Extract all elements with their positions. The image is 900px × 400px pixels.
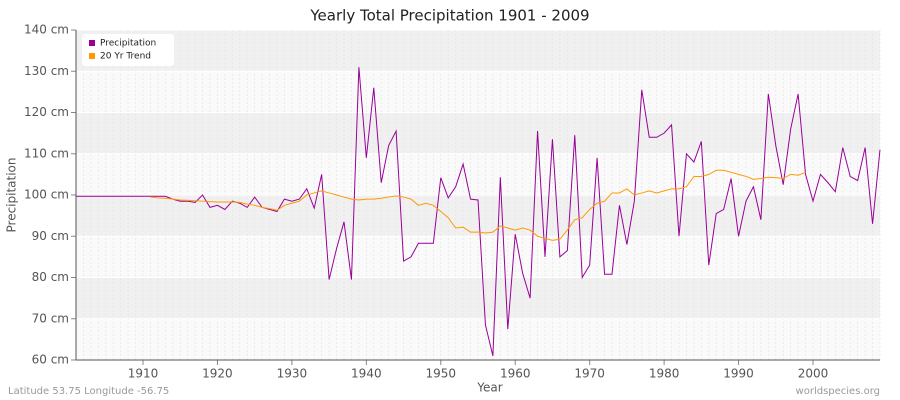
x-tick-label: 1940 — [351, 367, 382, 381]
y-tick-label: 60 cm — [32, 353, 69, 367]
y-tick-label: 140 cm — [24, 23, 69, 37]
data-line — [76, 67, 881, 356]
y-tick-label: 130 cm — [24, 64, 69, 78]
y-tick-label: 90 cm — [32, 229, 69, 243]
x-tick-label: 1990 — [723, 367, 754, 381]
footer-right: worldspecies.org — [796, 386, 880, 397]
y-axis-label: Precipitation — [5, 157, 19, 232]
x-tick-label: 1960 — [500, 367, 531, 381]
legend-box — [82, 34, 174, 66]
x-tick-label: 1910 — [128, 367, 159, 381]
legend-swatch — [89, 53, 95, 59]
x-tick-label: 1950 — [426, 367, 457, 381]
legend-swatch — [89, 40, 95, 46]
legend-label: Precipitation — [100, 39, 156, 49]
y-tick-label: 110 cm — [24, 146, 69, 160]
data-line — [150, 169, 806, 241]
x-tick-label: 1930 — [277, 367, 308, 381]
y-tick-label: 70 cm — [32, 311, 69, 325]
chart-title: Yearly Total Precipitation 1901 - 2009 — [309, 7, 589, 25]
y-tick-label: 100 cm — [24, 188, 69, 202]
x-axis-label: Year — [476, 381, 502, 395]
x-tick-label: 2000 — [798, 367, 829, 381]
legend-label: 20 Yr Trend — [100, 52, 151, 62]
y-tick-label: 120 cm — [24, 105, 69, 119]
y-tick-label: 80 cm — [32, 270, 69, 284]
x-tick-label: 1980 — [649, 367, 680, 381]
x-tick-label: 1970 — [574, 367, 605, 381]
x-tick-label: 1920 — [202, 367, 233, 381]
footer-left: Latitude 53.75 Longitude -56.75 — [8, 386, 169, 397]
